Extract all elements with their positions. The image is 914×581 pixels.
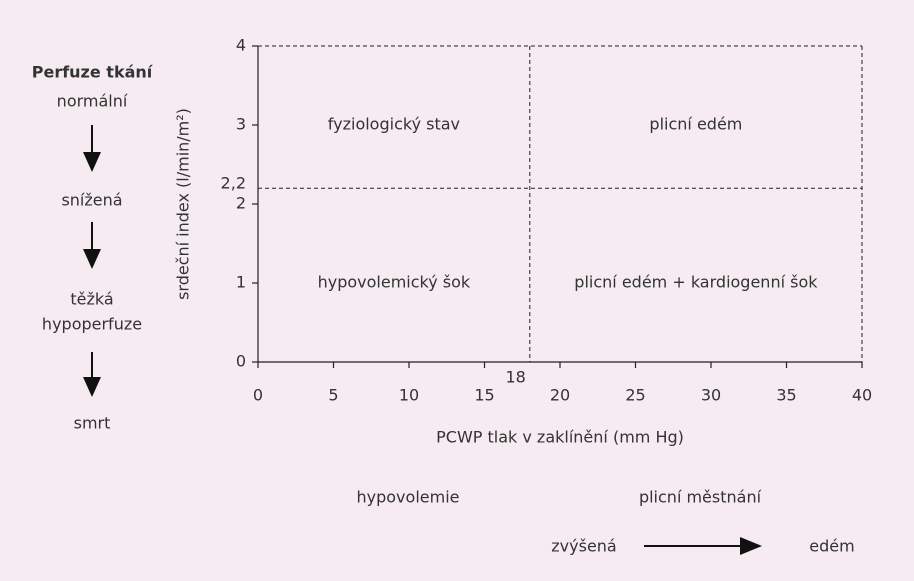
y-tick-label: 0 [236, 352, 246, 371]
stage: normální [57, 92, 128, 111]
x-tick-label: 0 [253, 386, 263, 405]
y-tick-label: 2 [236, 194, 246, 213]
x-tick-label: 10 [399, 386, 419, 405]
quadrant-label: fyziologický stav [328, 115, 460, 134]
bottom-label: zvýšená [551, 537, 616, 556]
stage: smrt [74, 414, 111, 433]
y-axis-label: srdeční index (l/min/m²) [174, 108, 193, 300]
x-tick-label: 35 [776, 386, 796, 405]
quadrant-label: hypovolemický šok [318, 273, 471, 292]
stage: hypoperfuze [42, 315, 142, 334]
x-tick-label: 15 [474, 386, 494, 405]
bottom-label: plicní městnání [639, 488, 762, 507]
y-tick-label: 3 [236, 115, 246, 134]
quadrant-label: plicní edém [649, 115, 742, 134]
arrows [83, 125, 762, 555]
y-tick-label: 4 [236, 36, 246, 55]
y-tick-label: 1 [236, 273, 246, 292]
bottom-label: hypovolemie [357, 488, 460, 507]
threshold-label: 18 [505, 368, 525, 387]
stage: těžká [70, 290, 113, 309]
x-tick-label: 20 [550, 386, 570, 405]
quadrant-label: plicní edém + kardiogenní šok [574, 273, 818, 292]
x-tick-label: 40 [852, 386, 872, 405]
x-axis-label: PCWP tlak v zaklínění (mm Hg) [436, 428, 684, 447]
x-tick-label: 30 [701, 386, 721, 405]
x-tick-label: 25 [625, 386, 645, 405]
threshold-label: 2,2 [221, 174, 246, 193]
stage: snížená [61, 191, 122, 210]
perfusion-title: Perfuze tkání [32, 63, 154, 82]
x-tick-label: 5 [328, 386, 338, 405]
bottom-label: edém [809, 537, 854, 556]
